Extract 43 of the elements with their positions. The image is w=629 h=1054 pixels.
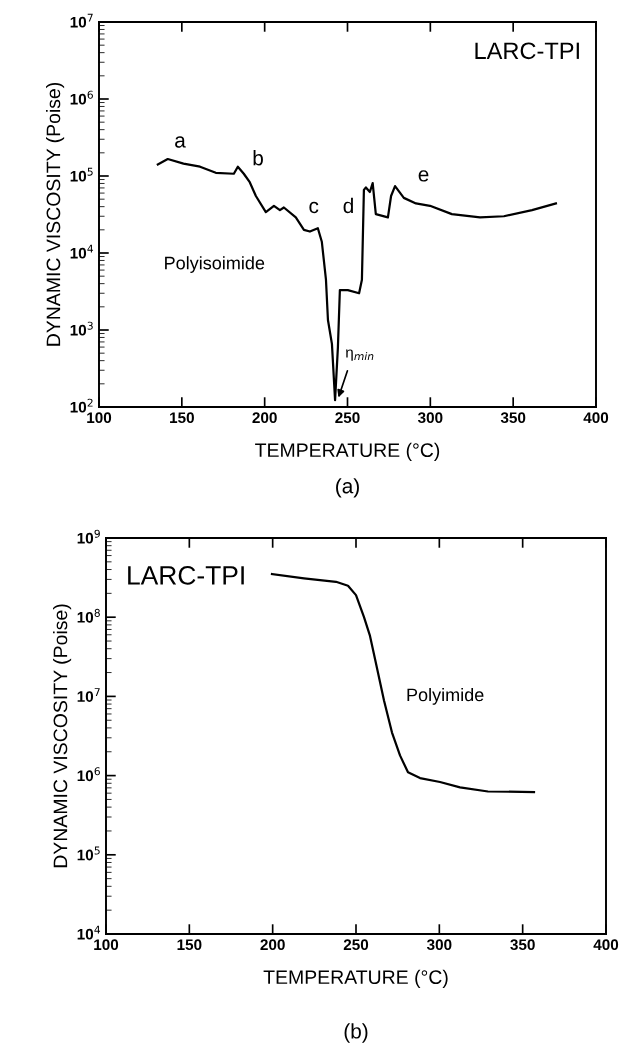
y-tick-label: 10$^{4}$ bbox=[77, 925, 101, 940]
y-tick-label: 10$^{6}$ bbox=[70, 90, 93, 105]
text: (a) bbox=[336, 478, 359, 498]
x-tick-label: 150 bbox=[177, 939, 202, 951]
x-tick-label: 200 bbox=[260, 939, 285, 951]
x-tick-label: 250 bbox=[335, 412, 360, 424]
x-tick-label: 100 bbox=[94, 939, 119, 951]
annotation: b bbox=[253, 150, 263, 166]
annotation: Polyisoimide bbox=[165, 256, 265, 273]
x-tick-label: 300 bbox=[417, 412, 443, 424]
x-tick-label: 350 bbox=[500, 412, 526, 424]
text: (b) bbox=[344, 1023, 368, 1043]
y-axis-title: DYNAMIC VISCOSITY (Poise) bbox=[46, 82, 65, 346]
y-tick-label: 10$^{5}$ bbox=[70, 167, 93, 182]
y-tick-label: 10$^{2}$ bbox=[70, 398, 93, 413]
x-tick-label: 300 bbox=[426, 939, 452, 951]
x-axis-title: TEMPERATURE (°C) bbox=[255, 442, 440, 461]
x-tick-label: 400 bbox=[593, 939, 619, 951]
y-tick-label: 10$^{7}$ bbox=[77, 688, 100, 702]
x-tick-label: 250 bbox=[343, 939, 369, 951]
x-tick-label: 200 bbox=[252, 412, 277, 424]
annotation: d bbox=[343, 197, 353, 214]
annotation: LARC-TPI bbox=[128, 566, 244, 585]
annotation: LARC-TPI bbox=[475, 42, 579, 60]
annotation: a bbox=[175, 136, 186, 148]
annotation: c bbox=[309, 201, 319, 214]
y-tick-label: 10$^{7}$ bbox=[70, 13, 93, 28]
y-tick-label: 10$^{3}$ bbox=[70, 321, 93, 336]
line-series bbox=[270, 573, 536, 794]
annotation: Polyimide bbox=[407, 687, 484, 705]
annotation: e bbox=[418, 170, 429, 182]
y-tick-label: 10$^{5}$ bbox=[77, 846, 100, 861]
x-tick-label: 400 bbox=[583, 412, 609, 424]
x-tick-label: 350 bbox=[510, 939, 535, 951]
x-tick-label: 100 bbox=[87, 412, 112, 424]
x-axis-title: TEMPERATURE (°C) bbox=[263, 969, 448, 988]
y-tick-label: 10$^{9}$ bbox=[77, 529, 100, 544]
y-tick-label: 10$^{8}$ bbox=[77, 608, 100, 623]
y-tick-label: 10$^{6}$ bbox=[77, 767, 100, 782]
annotation: η$_{min}$ bbox=[346, 349, 374, 361]
y-axis-title: DYNAMIC VISCOSITY (Poise) bbox=[53, 604, 72, 868]
x-tick-label: 150 bbox=[170, 412, 194, 424]
y-tick-label: 10$^{4}$ bbox=[70, 244, 94, 259]
